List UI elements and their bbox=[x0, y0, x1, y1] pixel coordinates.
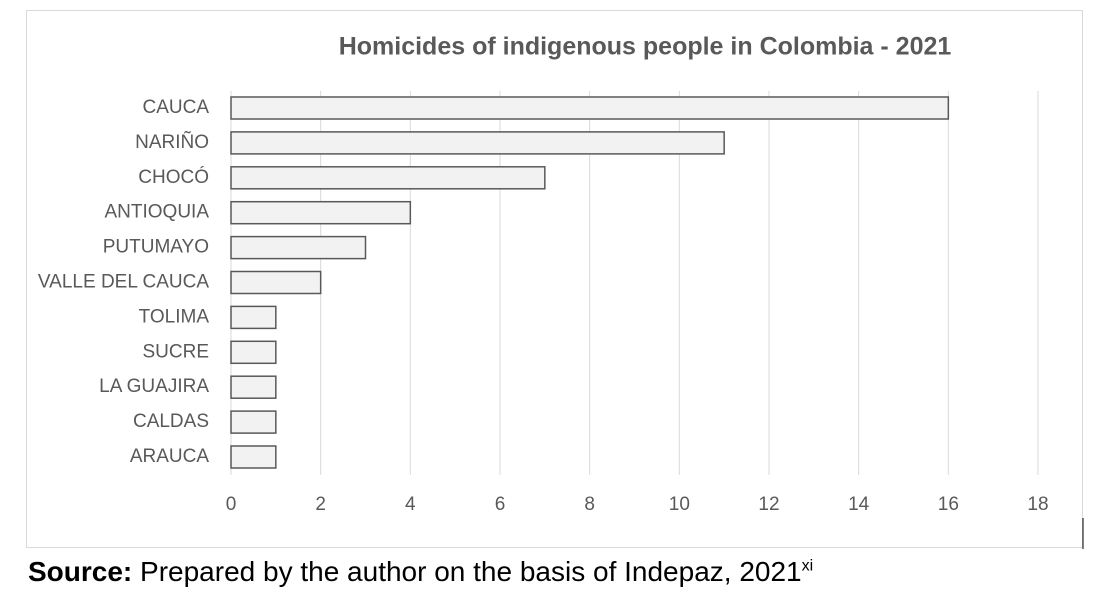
chart-title: Homicides of indigenous people in Colomb… bbox=[339, 33, 952, 61]
chart: Homicides of indigenous people in Colomb… bbox=[26, 10, 1084, 549]
caption-label: Source: bbox=[28, 556, 133, 587]
x-tick-label: 12 bbox=[758, 494, 779, 515]
y-tick-label: CHOCÓ bbox=[138, 166, 209, 188]
bar bbox=[230, 305, 277, 330]
bar bbox=[230, 235, 367, 260]
x-tick-label: 0 bbox=[226, 494, 237, 515]
caption-text: Prepared by the author on the basis of I… bbox=[140, 556, 802, 587]
bar bbox=[230, 200, 412, 225]
y-tick-label: TOLIMA bbox=[139, 306, 210, 327]
bar bbox=[230, 410, 277, 434]
x-tick-label: 6 bbox=[495, 494, 506, 515]
bar bbox=[230, 270, 322, 295]
caption: Source: Prepared by the author on the ba… bbox=[28, 556, 813, 588]
y-tick-label: CAUCA bbox=[142, 97, 209, 118]
grid: 0 2 4 6 8 10 12 14 16 18 bbox=[226, 91, 1049, 515]
x-tick-label: 10 bbox=[669, 494, 690, 515]
y-tick-label: ARAUCA bbox=[130, 446, 210, 467]
x-tick-label: 2 bbox=[315, 494, 326, 515]
bar bbox=[230, 166, 546, 190]
bar bbox=[230, 131, 725, 155]
x-tick-label: 8 bbox=[584, 494, 595, 515]
x-tick-label: 16 bbox=[938, 494, 959, 515]
bars: CAUCA NARIÑO CHOCÓ ANTIOQUIA PUTUMAYO VALLE D… bbox=[38, 96, 950, 469]
x-tick-label: 14 bbox=[848, 494, 870, 515]
y-tick-label: SUCRE bbox=[142, 341, 209, 362]
y-tick-label: ANTIOQUIA bbox=[104, 202, 209, 223]
bar bbox=[230, 340, 277, 365]
bar bbox=[230, 96, 950, 120]
y-tick-label: LA GUAJIRA bbox=[99, 376, 209, 397]
y-tick-label: NARIÑO bbox=[135, 131, 209, 153]
bar bbox=[230, 375, 277, 399]
bar bbox=[230, 445, 277, 469]
y-tick-label: PUTUMAYO bbox=[103, 237, 209, 258]
x-tick-label: 18 bbox=[1027, 494, 1048, 515]
x-tick-label: 4 bbox=[405, 494, 416, 515]
y-tick-label: CALDAS bbox=[133, 411, 209, 432]
caption-note: xi bbox=[801, 557, 814, 575]
y-tick-label: VALLE DEL CAUCA bbox=[38, 272, 209, 293]
